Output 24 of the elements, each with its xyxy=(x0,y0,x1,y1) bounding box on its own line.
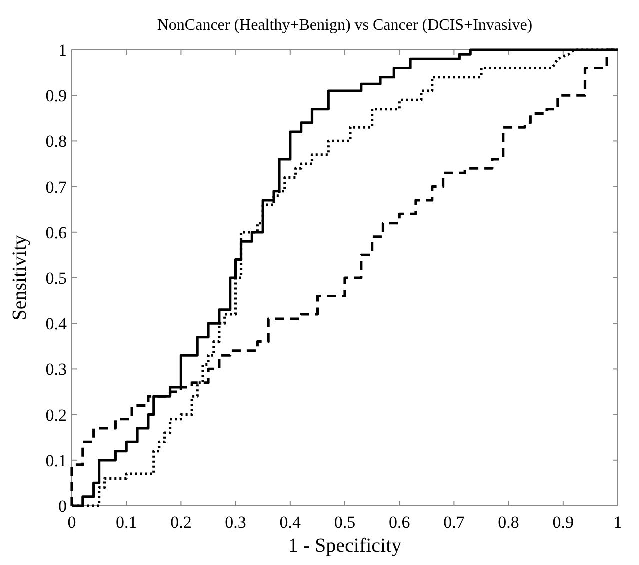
x-tick-label: 0.8 xyxy=(498,513,520,532)
y-tick-label: 0.2 xyxy=(46,406,67,425)
y-axis-title: Sensitivity xyxy=(9,235,31,321)
y-tick-label: 0.6 xyxy=(46,223,67,242)
x-tick-label: 0.3 xyxy=(225,513,246,532)
x-tick-label: 0.6 xyxy=(388,513,410,532)
y-tick-label: 0.7 xyxy=(46,178,68,197)
y-tick-label: 0.3 xyxy=(46,360,67,380)
y-tick-label: 1 xyxy=(58,40,67,60)
x-tick-label: 0.7 xyxy=(444,513,466,532)
x-axis-title: 1 - Specificity xyxy=(288,535,402,557)
x-tick-label: 0.4 xyxy=(280,513,302,532)
x-tick-label: 0.1 xyxy=(116,513,138,532)
x-tick-label: 0.9 xyxy=(552,513,574,532)
chart-title: NonCancer (Healthy+Benign) vs Cancer (DCIS+Invasive) xyxy=(157,17,533,34)
y-tick-label: 0.1 xyxy=(46,451,67,470)
y-tick-label: 0 xyxy=(58,496,67,516)
x-tick-label: 0.5 xyxy=(334,513,356,532)
y-tick-label: 0.8 xyxy=(46,132,67,152)
x-tick-label: 1 xyxy=(614,513,622,532)
y-tick-label: 0.5 xyxy=(46,268,67,288)
x-tick-label: 0.2 xyxy=(170,513,192,532)
y-tick-label: 0.9 xyxy=(46,86,67,106)
y-tick-label: 0.4 xyxy=(46,314,68,334)
